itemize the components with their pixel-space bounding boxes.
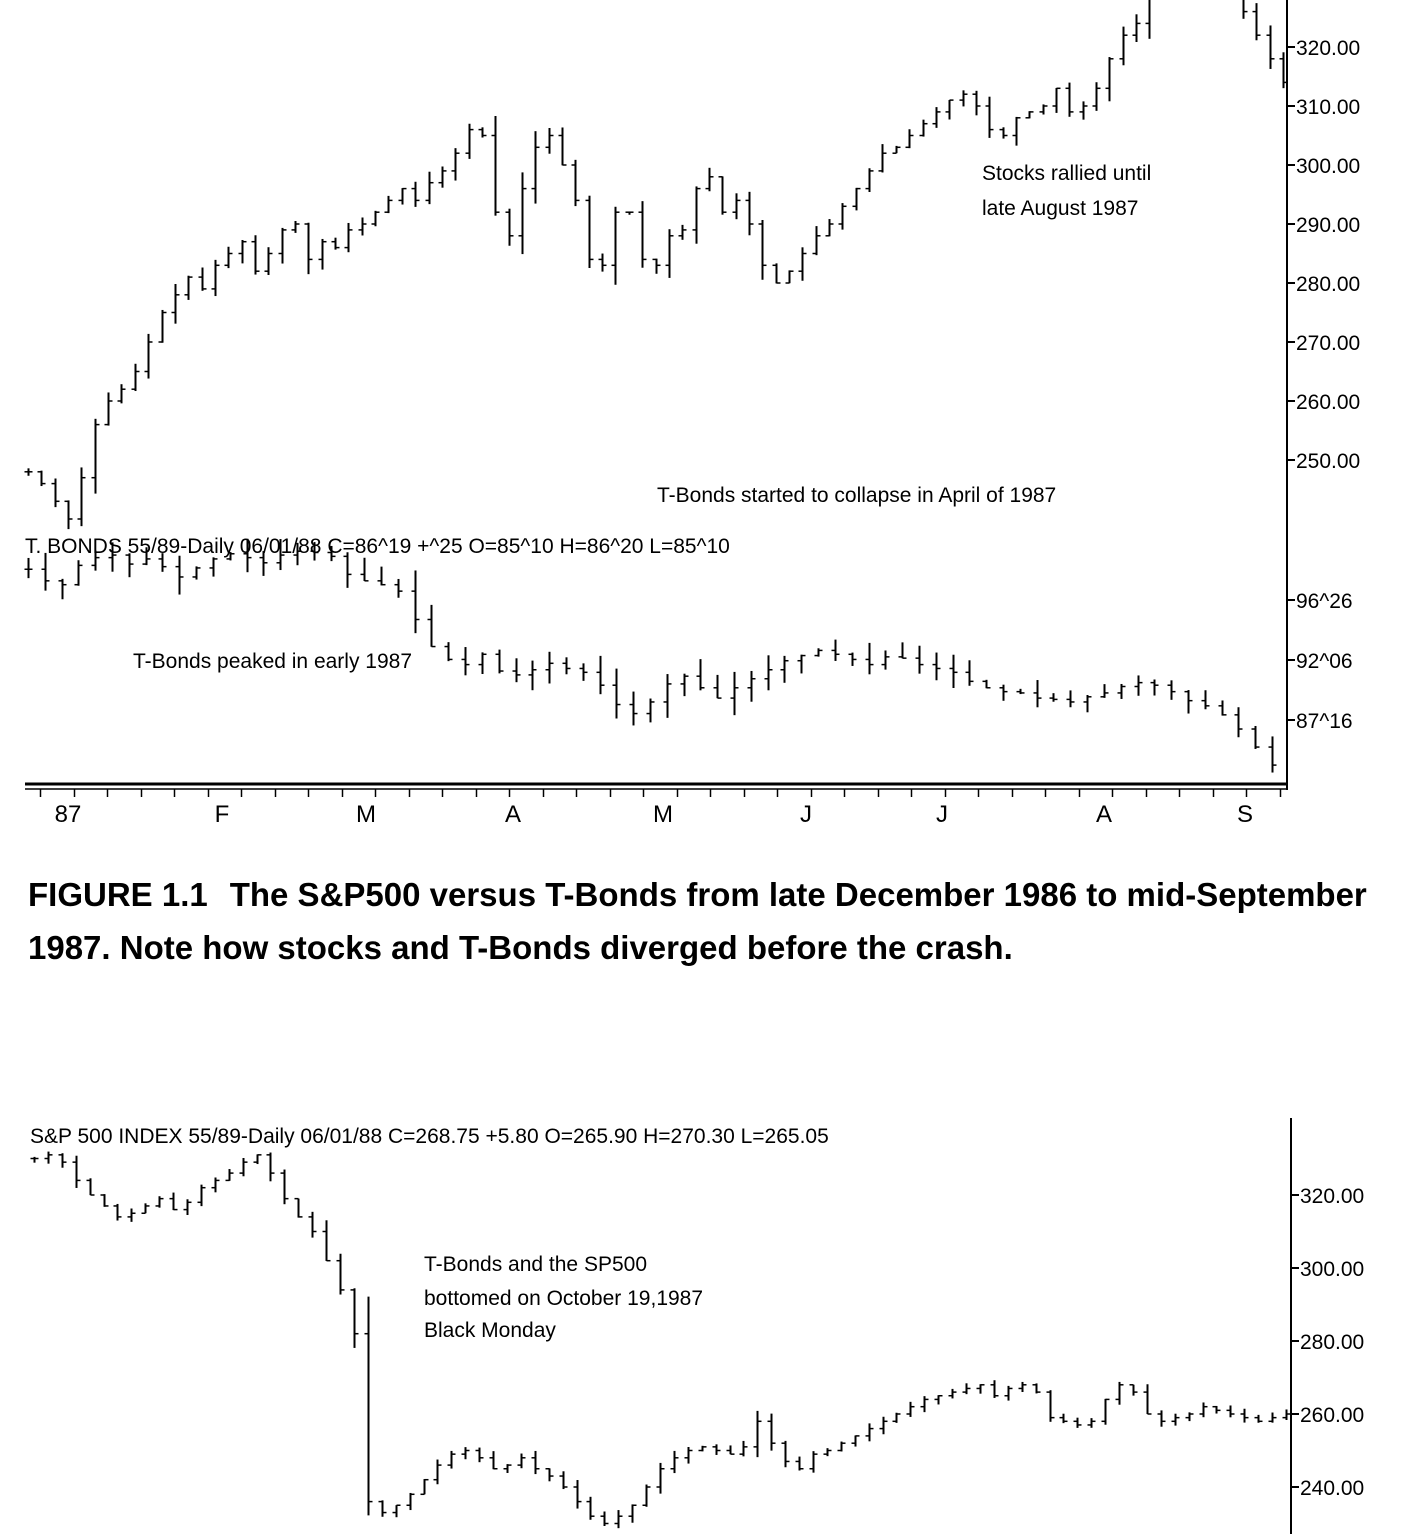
fig1-tbonds-y-tick-label-1: 92^06 [1296, 650, 1353, 673]
fig1-annotation-line2: late August 1987 [982, 197, 1138, 220]
fig1-sp500-y-ticks: 250.00 260.00 270.00 280.00 290.00 300.00 310.… [1288, 37, 1360, 473]
fig1-sp500-y-tick-label-3: 280.00 [1296, 273, 1360, 296]
fig1-sp500-y-tick-label-1: 260.00 [1296, 391, 1360, 414]
fig2-y-tick-label-2: 280.00 [1300, 1331, 1364, 1354]
fig1-month-label-2: M [356, 801, 376, 828]
fig1-month-labels: 87 F M A M J J A S [55, 801, 1253, 828]
fig2-y-tick-label-3: 260.00 [1300, 1404, 1364, 1427]
fig1-tbonds-y-tick-label-0: 96^26 [1296, 590, 1353, 613]
fig1-sp500-y-tick-label-0: 250.00 [1296, 450, 1360, 473]
fig2-sp500-bars [30, 1151, 1291, 1529]
fig1-month-label-0: 87 [55, 801, 82, 828]
fig1-x-ticks [39, 789, 1282, 797]
fig1-sp500-y-tick-label-6: 310.00 [1296, 96, 1360, 119]
fig2-y-ticks: 320.00 300.00 280.00 260.00 240.00 [1292, 1185, 1364, 1500]
fig1-tbonds-bars [24, 538, 1277, 773]
fig1-month-label-6: J [936, 801, 948, 828]
fig1-annotation-collapse: T-Bonds started to collapse in April of … [657, 484, 1056, 507]
fig1-month-label-1: F [215, 801, 230, 828]
fig2-header: S&P 500 INDEX 55/89-Daily 06/01/88 C=268… [30, 1125, 829, 1148]
fig1-annotation-line1: Stocks rallied until [982, 162, 1151, 185]
fig1-frame [25, 0, 1288, 797]
figure-caption: FIGURE 1.1 The S&P500 versus T-Bonds from… [28, 868, 1368, 974]
fig1-sp500-y-tick-label-5: 300.00 [1296, 155, 1360, 178]
fig1-sp500-y-tick-label-4: 290.00 [1296, 214, 1360, 237]
fig2-annotation-line2: bottomed on October 19,1987 [424, 1287, 703, 1310]
fig1-month-label-7: A [1096, 801, 1112, 828]
fig1-month-label-3: A [505, 801, 521, 828]
fig2-y-tick-label-4: 240.00 [1300, 1477, 1364, 1500]
tbonds-header: T. BONDS 55/89-Daily 06/01/88 C=86^19 +^… [25, 535, 730, 558]
figure-number: FIGURE 1.1 [28, 876, 208, 913]
fig1-sp500-y-tick-label-7: 320.00 [1296, 37, 1360, 60]
fig1-tbonds-y-tick-label-2: 87^16 [1296, 710, 1353, 733]
fig1-month-label-4: M [653, 801, 673, 828]
fig2-y-tick-label-0: 320.00 [1300, 1185, 1364, 1208]
fig1-sp500-bars [24, 0, 1288, 530]
caption-text: The S&P500 versus T-Bonds from late Dece… [28, 876, 1367, 966]
fig1-month-label-8: S [1237, 801, 1253, 828]
tbonds-peak-annotation: T-Bonds peaked in early 1987 [133, 650, 412, 673]
fig2-y-tick-label-1: 300.00 [1300, 1258, 1364, 1281]
fig2-annotation-line3: Black Monday [424, 1319, 556, 1342]
fig2-annotation-line1: T-Bonds and the SP500 [424, 1253, 647, 1276]
fig1-sp500-y-tick-label-2: 270.00 [1296, 332, 1360, 355]
fig1-tbonds-y-ticks: 96^26 92^06 87^16 [1288, 590, 1353, 733]
fig1-month-label-5: J [800, 801, 812, 828]
